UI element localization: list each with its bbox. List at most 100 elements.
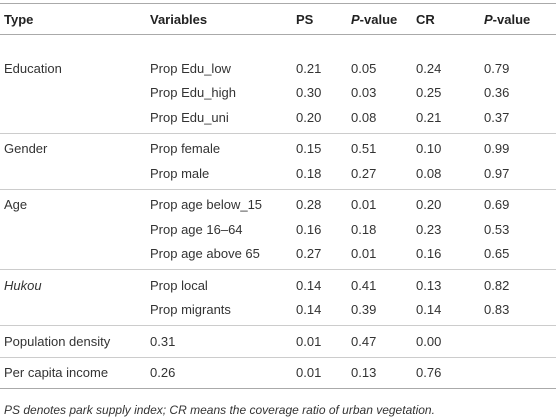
value-cell: 0.25 bbox=[416, 85, 442, 101]
value-cell: 0.01 bbox=[351, 246, 377, 262]
value-cell: 0.39 bbox=[351, 302, 377, 318]
value-cell: 0.08 bbox=[416, 165, 442, 181]
value-cell: 0.00 bbox=[416, 333, 442, 349]
value-cell: Prop female bbox=[150, 141, 221, 157]
table-row: Gender Prop female 0.15 0.51 0.10 0.99 bbox=[0, 133, 556, 161]
type-cell: Hukou bbox=[4, 277, 42, 293]
row-group: Population density 0.31 0.01 0.47 0.00 bbox=[0, 326, 556, 358]
table-row: Per capita income 0.26 0.01 0.13 0.76 bbox=[0, 357, 556, 389]
value-cell: 0.16 bbox=[416, 246, 442, 262]
table-row: Prop Edu_high 0.30 0.03 0.25 0.36 bbox=[0, 81, 556, 106]
value-cell: 0.99 bbox=[484, 141, 510, 157]
value-cell: Prop male bbox=[150, 165, 210, 181]
value-cell: 0.76 bbox=[416, 365, 442, 381]
value-cell: 0.20 bbox=[416, 197, 442, 213]
row-group: Education Prop Edu_low 0.21 0.05 0.24 0.79 Pro… bbox=[0, 35, 556, 133]
type-cell bbox=[0, 105, 146, 133]
header-text: Variables bbox=[150, 11, 208, 27]
header-text: PS bbox=[296, 11, 314, 27]
type-cell: Per capita income bbox=[4, 365, 109, 381]
value-cell: 0.41 bbox=[351, 277, 377, 293]
value-cell: 0.08 bbox=[351, 109, 377, 125]
value-cell: 0.47 bbox=[351, 333, 377, 349]
value-cell: Prop Edu_high bbox=[150, 85, 237, 101]
value-cell: 0.13 bbox=[351, 365, 377, 381]
value-cell: 0.05 bbox=[351, 60, 377, 76]
value-cell: 0.13 bbox=[416, 277, 442, 293]
value-cell: 0.21 bbox=[296, 60, 322, 76]
footnote: PS denotes park supply index; CR means t… bbox=[4, 403, 435, 417]
value-cell: 0.01 bbox=[351, 197, 377, 213]
value-cell: 0.97 bbox=[484, 165, 510, 181]
value-cell: 0.28 bbox=[296, 197, 322, 213]
value-cell: 0.18 bbox=[351, 221, 377, 237]
type-cell bbox=[0, 161, 146, 189]
table-row: Prop age 16–64 0.16 0.18 0.23 0.53 bbox=[0, 217, 556, 242]
page: Type Variables PS P-value CR P-value Edu… bbox=[0, 3, 556, 417]
header-cell: P-value bbox=[480, 3, 556, 35]
value-cell: 0.27 bbox=[296, 246, 322, 262]
type-cell: Education bbox=[4, 60, 62, 76]
table-row: Prop migrants 0.14 0.39 0.14 0.83 bbox=[0, 298, 556, 326]
header-cell: Type bbox=[0, 3, 146, 35]
table-row: Prop Edu_uni 0.20 0.08 0.21 0.37 bbox=[0, 105, 556, 133]
value-cell: Prop age above 65 bbox=[150, 246, 260, 262]
value-cell: 0.37 bbox=[484, 109, 510, 125]
value-cell: 0.31 bbox=[150, 333, 176, 349]
value-cell: 0.14 bbox=[416, 302, 442, 318]
value-cell: 0.82 bbox=[484, 277, 510, 293]
header-cell: Variables bbox=[146, 3, 292, 35]
value-cell: 0.20 bbox=[296, 109, 322, 125]
value-cell: 0.15 bbox=[296, 141, 322, 157]
value-cell: 0.53 bbox=[484, 221, 510, 237]
value-cell: 0.36 bbox=[484, 85, 510, 101]
value-cell: 0.79 bbox=[484, 60, 510, 76]
header-cell: P-value bbox=[347, 3, 412, 35]
table-row: Hukou Prop local 0.14 0.41 0.13 0.82 bbox=[0, 270, 556, 298]
value-cell: 0.24 bbox=[416, 60, 442, 76]
header-text: P-value bbox=[351, 11, 398, 27]
type-cell: Gender bbox=[4, 141, 48, 157]
value-cell: 0.10 bbox=[416, 141, 442, 157]
table-row: Population density 0.31 0.01 0.47 0.00 bbox=[0, 326, 556, 358]
value-cell: 0.26 bbox=[150, 365, 176, 381]
data-table: Type Variables PS P-value CR P-value Edu… bbox=[0, 3, 556, 389]
type-cell bbox=[0, 81, 146, 106]
value-cell: 0.18 bbox=[296, 165, 322, 181]
row-group: Gender Prop female 0.15 0.51 0.10 0.99 Prop ma… bbox=[0, 133, 556, 189]
value-cell: 0.14 bbox=[296, 302, 322, 318]
header-text: P-value bbox=[484, 11, 531, 27]
type-cell: Age bbox=[4, 197, 28, 213]
header-cell: CR bbox=[412, 3, 480, 35]
value-cell: Prop Edu_uni bbox=[150, 109, 229, 125]
value-cell: 0.83 bbox=[484, 302, 510, 318]
type-cell: Population density bbox=[4, 333, 111, 349]
value-cell: 0.51 bbox=[351, 141, 377, 157]
header-text: Type bbox=[4, 11, 34, 27]
row-group: Per capita income 0.26 0.01 0.13 0.76 bbox=[0, 357, 556, 389]
header-text: CR bbox=[416, 11, 435, 27]
table-row: Prop age above 65 0.27 0.01 0.16 0.65 bbox=[0, 242, 556, 270]
value-cell: 0.21 bbox=[416, 109, 442, 125]
type-cell bbox=[0, 242, 146, 270]
table-row: Prop male 0.18 0.27 0.08 0.97 bbox=[0, 161, 556, 189]
value-cell: 0.16 bbox=[296, 221, 322, 237]
value-cell: Prop local bbox=[150, 277, 208, 293]
header-cell: PS bbox=[292, 3, 347, 35]
value-cell: 0.03 bbox=[351, 85, 377, 101]
table-row: Age Prop age below_15 0.28 0.01 0.20 0.69 bbox=[0, 189, 556, 217]
value-cell: Prop age below_15 bbox=[150, 197, 263, 213]
value-cell: 0.65 bbox=[484, 246, 510, 262]
type-cell bbox=[0, 217, 146, 242]
value-cell: Prop Edu_low bbox=[150, 60, 231, 76]
row-group: Hukou Prop local 0.14 0.41 0.13 0.82 Prop migr… bbox=[0, 270, 556, 326]
value-cell: 0.01 bbox=[296, 333, 322, 349]
value-cell: 0.01 bbox=[296, 365, 322, 381]
value-cell: 0.23 bbox=[416, 221, 442, 237]
type-cell bbox=[0, 298, 146, 326]
value-cell: 0.69 bbox=[484, 197, 510, 213]
row-group: Age Prop age below_15 0.28 0.01 0.20 0.69 Prop… bbox=[0, 189, 556, 270]
value-cell: 0.27 bbox=[351, 165, 377, 181]
table-row: Education Prop Edu_low 0.21 0.05 0.24 0.79 bbox=[0, 35, 556, 81]
value-cell: 0.14 bbox=[296, 277, 322, 293]
